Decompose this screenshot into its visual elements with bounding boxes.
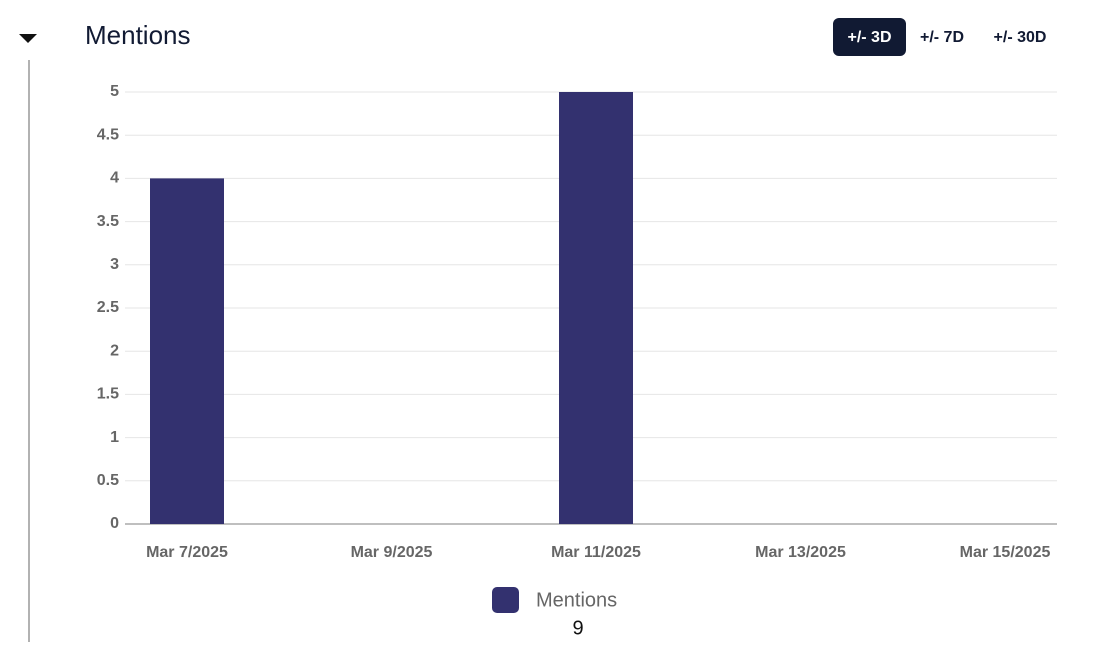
panel-title: Mentions <box>85 20 191 50</box>
y-tick-label: 4.5 <box>97 126 119 143</box>
range-button[interactable]: +/- 30D <box>994 29 1047 46</box>
legend-swatch[interactable] <box>492 587 519 613</box>
x-tick-label: Mar 15/2025 <box>960 544 1051 561</box>
bar <box>559 92 633 524</box>
y-tick-label: 0 <box>110 515 119 532</box>
range-button[interactable]: +/- 3D <box>847 29 891 46</box>
y-tick-label: 2.5 <box>97 299 119 316</box>
y-tick-label: 1.5 <box>97 386 119 403</box>
y-tick-label: 3 <box>110 256 119 273</box>
y-tick-label: 2 <box>110 342 119 359</box>
range-buttons: +/- 3D +/- 7D +/- 30D <box>833 18 1046 56</box>
y-tick-label: 0.5 <box>97 472 119 489</box>
total-count: 9 <box>572 617 583 639</box>
range-button[interactable]: +/- 7D <box>920 29 964 46</box>
range-button-bg[interactable] <box>833 18 906 56</box>
collapse-caret[interactable] <box>19 34 37 43</box>
x-tick-label: Mar 9/2025 <box>351 544 433 561</box>
x-tick-label: Mar 7/2025 <box>146 544 228 561</box>
legend-label[interactable]: Mentions <box>536 589 617 611</box>
x-tick-label: Mar 11/2025 <box>551 544 641 561</box>
y-tick-label: 1 <box>110 429 119 446</box>
plot-area: 0 0.5 1 1.5 2 2.5 3 3.5 4 4.5 5 Mar 7/2025 Mar 9/202… <box>97 83 1057 639</box>
y-tick-label: 5 <box>110 83 119 100</box>
y-tick-label: 4 <box>110 170 119 187</box>
bar <box>150 178 224 524</box>
x-tick-label: Mar 13/2025 <box>755 544 846 561</box>
y-tick-label: 3.5 <box>97 213 119 230</box>
